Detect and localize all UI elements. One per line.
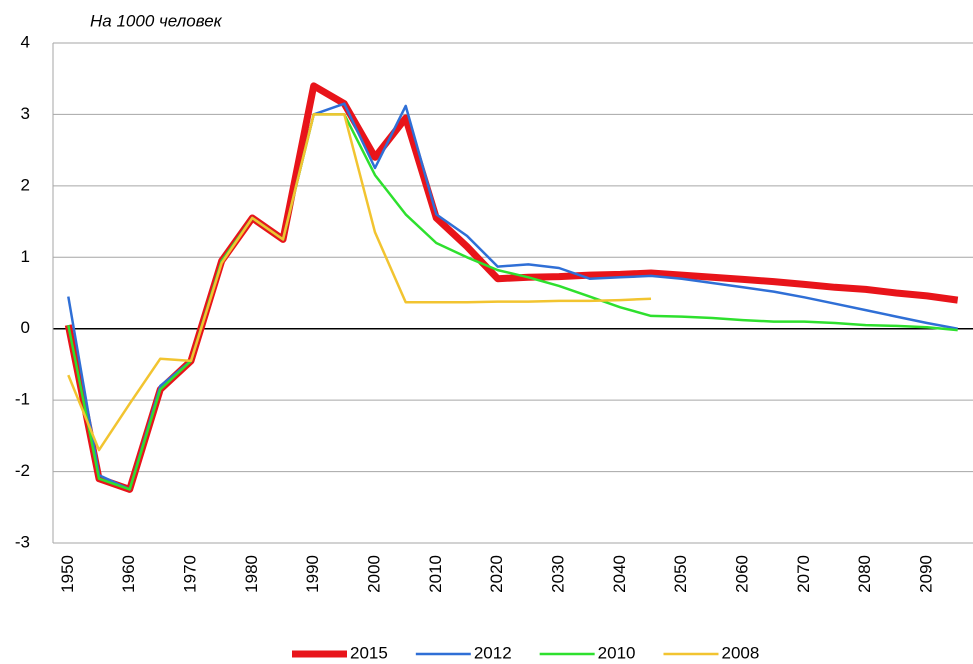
x-tick-label: 2020 xyxy=(487,555,506,593)
x-tick-label: 1980 xyxy=(242,555,261,593)
x-tick-label: 2040 xyxy=(610,555,629,593)
x-tick-label: 2050 xyxy=(671,555,690,593)
y-tick-label: 4 xyxy=(21,32,30,51)
chart-title: На 1000 человек xyxy=(90,11,223,30)
y-tick-label: -2 xyxy=(15,461,30,480)
y-tick-label: -3 xyxy=(15,532,30,551)
legend-label: 2008 xyxy=(721,643,759,662)
legend-label: 2015 xyxy=(350,643,388,662)
series-line xyxy=(67,113,652,452)
legend-label: 2010 xyxy=(598,643,636,662)
x-tick-label: 2070 xyxy=(794,555,813,593)
y-tick-label: 2 xyxy=(21,175,30,194)
series-line xyxy=(64,82,959,493)
series-line xyxy=(67,102,958,491)
y-tick-label: 3 xyxy=(21,104,30,123)
x-tick-label: 2080 xyxy=(855,555,874,593)
x-tick-label: 2010 xyxy=(426,555,445,593)
x-tick-label: 2060 xyxy=(732,555,751,593)
x-tick-label: 2090 xyxy=(916,555,935,593)
x-tick-label: 1990 xyxy=(303,555,322,593)
y-tick-label: 1 xyxy=(21,247,30,266)
y-tick-label: 0 xyxy=(21,318,30,337)
x-tick-label: 1950 xyxy=(58,555,77,593)
legend-label: 2012 xyxy=(474,643,512,662)
y-tick-label: -1 xyxy=(15,390,30,409)
x-tick-label: 1960 xyxy=(119,555,138,593)
x-tick-label: 2030 xyxy=(548,555,567,593)
x-tick-label: 2000 xyxy=(364,555,383,593)
x-tick-label: 1970 xyxy=(180,555,199,593)
